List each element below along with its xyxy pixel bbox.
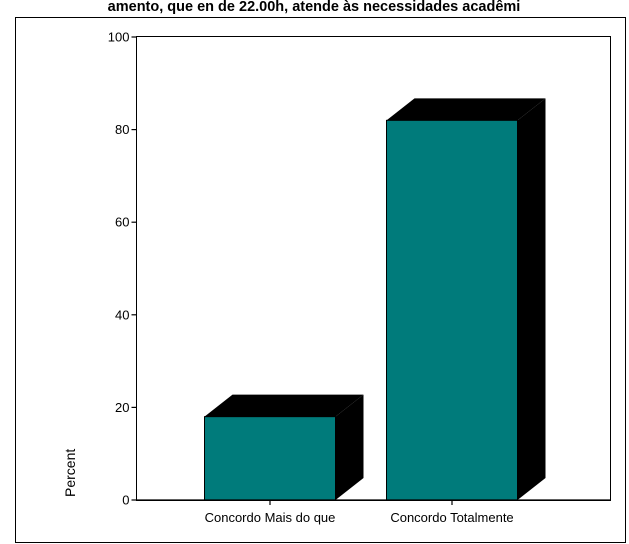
chart-outer-frame (15, 17, 626, 543)
y-tick-label: 40 (115, 307, 129, 322)
y-axis-ticks: 0 20 40 60 80 100 (108, 30, 137, 508)
bar (204, 394, 364, 501)
y-tick-label: 0 (122, 493, 129, 508)
x-category-label: Concordo Mais do que (205, 510, 336, 525)
y-tick-label: 20 (115, 400, 129, 415)
bar-front-face (386, 119, 518, 501)
chart-title: amento, que en de 22.00h, atende às nece… (108, 0, 521, 15)
bar-top-face (386, 98, 546, 121)
y-tick-label: 100 (108, 30, 130, 45)
x-axis-ticks: Concordo Mais do que Concordo Totalmente (136, 499, 611, 525)
y-tick-label: 80 (115, 122, 129, 137)
bar-top-face (204, 394, 364, 417)
y-axis-label: Percent (62, 449, 78, 497)
bar-side-face (335, 394, 364, 500)
y-tick-label: 60 (115, 215, 129, 230)
x-category-label: Concordo Totalmente (390, 510, 513, 525)
bar-side-face (517, 98, 546, 500)
bar (386, 98, 546, 501)
bars-group (204, 98, 546, 501)
bar-front-face (204, 416, 336, 501)
